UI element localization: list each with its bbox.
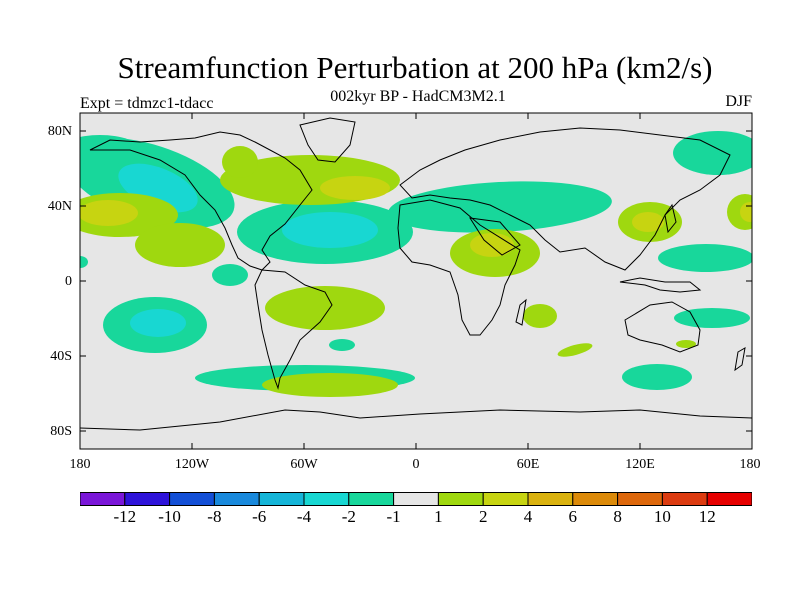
map-subtitle: 002kyr BP - HadCM3M2.1 xyxy=(330,88,506,105)
contour-neg xyxy=(388,181,612,233)
lon-tick-label: 120E xyxy=(625,457,655,472)
colorbar-label: 8 xyxy=(613,507,622,526)
colorbar-swatch xyxy=(124,492,171,506)
season-label: DJF xyxy=(725,93,752,110)
colorbar-swatch xyxy=(437,492,484,506)
colorbar xyxy=(80,492,752,506)
colorbar-label: 2 xyxy=(478,507,488,526)
colorbar-swatch xyxy=(482,492,529,506)
colorbar-swatch xyxy=(348,492,395,506)
contour-pos-core xyxy=(740,202,752,222)
colorbar-label: 6 xyxy=(568,507,578,526)
lon-tick-label: 0 xyxy=(412,457,420,472)
colorbar-label: 4 xyxy=(523,507,533,526)
colorbar-swatch xyxy=(572,492,619,506)
lon-tick-label: 60E xyxy=(516,457,540,472)
colorbar-label: -1 xyxy=(386,507,401,526)
contour-pos xyxy=(222,146,258,178)
contour-neg-core xyxy=(282,212,378,248)
contour-pos-core xyxy=(470,233,514,257)
lat-tick-label: 80N xyxy=(47,124,72,139)
colorbar-swatch xyxy=(303,492,350,506)
colorbar-label: -4 xyxy=(296,507,312,526)
contour-neg xyxy=(329,339,355,351)
colorbar-label: -6 xyxy=(252,507,267,526)
colorbar-label: -2 xyxy=(341,507,356,526)
colorbar-label: -10 xyxy=(158,507,181,526)
colorbar-label: -8 xyxy=(207,507,222,526)
coastlines xyxy=(80,117,752,431)
contour-fields xyxy=(80,131,752,397)
colorbar-swatch xyxy=(527,492,574,506)
lon-tick-label: 180 xyxy=(739,457,761,472)
lat-tick-label: 0 xyxy=(65,274,72,289)
contour-pos-core xyxy=(320,176,390,200)
coastline-south-america xyxy=(254,269,333,390)
lon-tick-label: 120W xyxy=(174,457,210,472)
axis-ticks xyxy=(80,113,752,449)
colorbar-swatch xyxy=(80,492,126,506)
contour-pos-core xyxy=(632,212,664,232)
contour-neg xyxy=(674,308,750,328)
coastline-australia xyxy=(624,301,701,353)
coastline-north-america xyxy=(89,131,313,271)
colorbar-swatch xyxy=(169,492,215,506)
coastline-greenland xyxy=(299,117,356,163)
colorbar-label: 12 xyxy=(698,507,716,526)
colorbar-swatch xyxy=(258,492,305,506)
colorbar-label: -12 xyxy=(113,507,137,526)
contour-pos xyxy=(262,373,398,397)
lon-tick-label: 180 xyxy=(69,457,91,472)
colorbar-swatch xyxy=(393,492,439,506)
lat-tick-label: 40N xyxy=(47,199,72,214)
coastline-antarctica xyxy=(80,409,752,431)
coastline-madagascar xyxy=(515,298,527,326)
contour-pos xyxy=(557,343,593,357)
contour-pos-core xyxy=(80,200,138,226)
colorbar-swatch xyxy=(661,492,708,506)
contour-neg-core xyxy=(130,309,186,337)
contour-neg xyxy=(673,131,752,175)
contour-neg xyxy=(658,244,752,272)
experiment-label: Expt = tdmzc1-tdacc xyxy=(80,95,214,112)
lon-tick-label: 60W xyxy=(290,457,318,472)
contour-neg xyxy=(622,364,692,390)
contour-neg xyxy=(212,264,248,286)
coastline-japan xyxy=(664,203,677,234)
contour-pos xyxy=(676,340,696,348)
lat-tick-label: 80S xyxy=(50,424,72,439)
colorbar-swatch xyxy=(617,492,663,506)
colorbar-label: 1 xyxy=(434,507,443,526)
contour-pos xyxy=(135,223,225,267)
contour-pos xyxy=(523,304,557,328)
lat-tick-label: 40S xyxy=(50,349,72,364)
contour-pos xyxy=(265,286,385,330)
colorbar-swatch xyxy=(706,492,752,506)
colorbar-swatch xyxy=(213,492,260,506)
coastline-new-zealand xyxy=(734,347,746,372)
contour-neg xyxy=(80,256,88,268)
coastline-indonesia xyxy=(619,277,702,293)
colorbar-label: 10 xyxy=(653,507,671,526)
coastline-africa xyxy=(397,199,521,336)
coastline-europe-asia xyxy=(399,127,731,271)
coastline-arabia xyxy=(469,217,521,256)
map-title: Streamfunction Perturbation at 200 hPa (… xyxy=(117,50,713,85)
